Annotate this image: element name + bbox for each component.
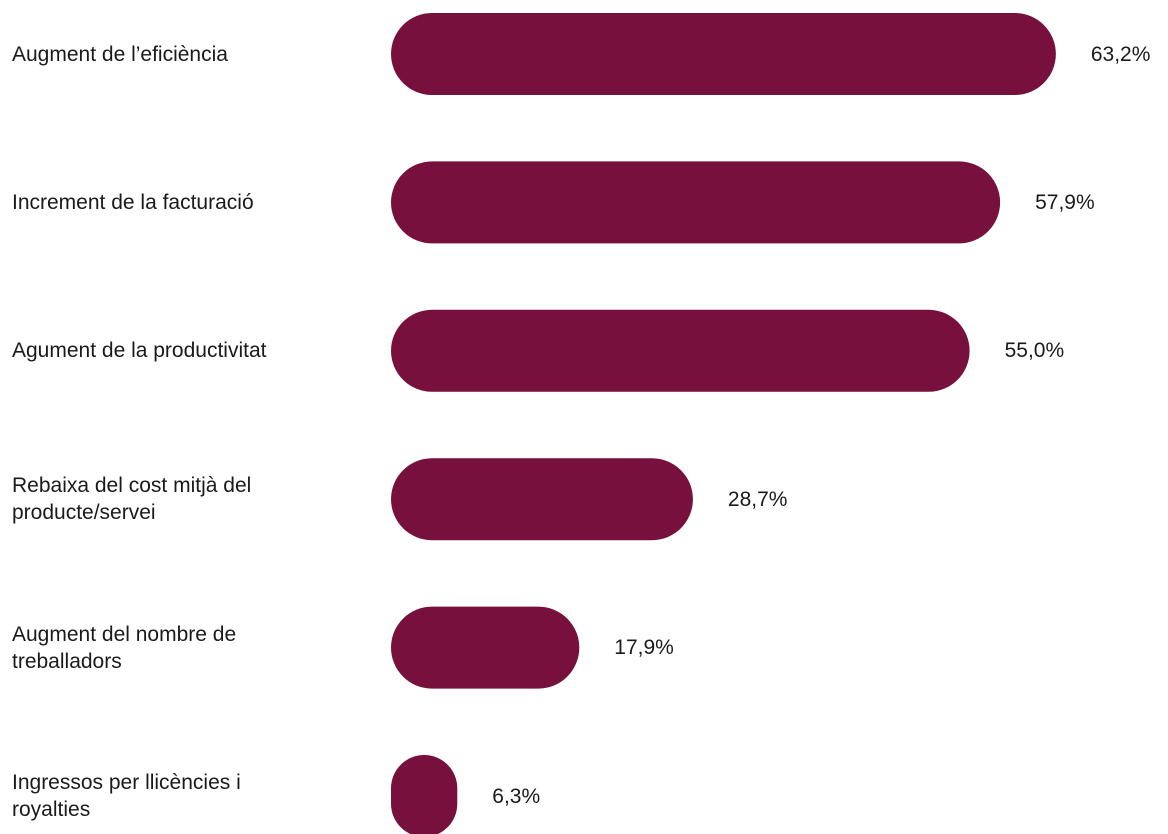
bar-5 <box>391 606 580 689</box>
category-label-5: Augment del nombre de treballadors <box>12 622 237 673</box>
category-label-3: Agument de la productivitat <box>12 339 267 363</box>
bar-1 <box>391 13 1056 95</box>
category-label-4: Rebaixa del cost mitjà del producte/serv… <box>12 474 252 525</box>
value-label-4: 28,7% <box>727 487 788 511</box>
value-label-1: 63,2% <box>1090 42 1151 66</box>
bar-4 <box>391 458 693 541</box>
value-label-2: 57,9% <box>1035 190 1095 214</box>
bar-2 <box>391 161 1001 244</box>
category-label-6: Ingressos per llicències i royalties <box>12 771 241 821</box>
category-label-2: Increment de la facturació <box>12 190 254 214</box>
bar-3 <box>391 309 970 392</box>
category-label-1: Augment de l’eficiència <box>12 42 228 66</box>
value-label-6: 6,3% <box>492 784 541 808</box>
value-label-5: 17,9% <box>614 636 674 660</box>
bar-6 <box>391 755 458 834</box>
value-label-3: 55,0% <box>1004 339 1065 363</box>
